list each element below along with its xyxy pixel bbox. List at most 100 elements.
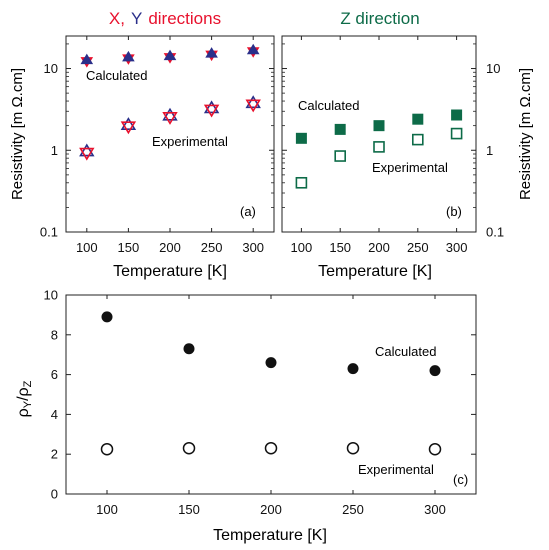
panel-a-ylabel: Resistivity [m Ω.cm] [9, 68, 26, 200]
data-point-a-experimental [79, 143, 95, 161]
data-point-b-experimental [373, 141, 385, 153]
data-point-a-experimental-up [203, 100, 220, 114]
data-point-a-calculated [163, 49, 177, 64]
x-tick-label-b: 150 [329, 240, 351, 255]
panel-a-xlabel: Temperature [K] [113, 263, 227, 280]
data-point-a-calculated [122, 50, 135, 65]
x-tick-label-a: 100 [76, 240, 98, 255]
data-point-a-experimental-down [203, 104, 220, 118]
panel-c-tag: (c) [453, 472, 468, 487]
x-tick-label-c: 100 [96, 502, 118, 517]
data-point-a-calculated-up [246, 43, 260, 55]
data-point-c-experimental [264, 441, 278, 455]
panel-a-tag: (a) [240, 204, 256, 219]
data-point-a-experimental-down [79, 147, 95, 161]
data-point-b-experimental [334, 150, 347, 162]
panel-a-title-x: X, [109, 9, 125, 28]
x-tick-label-c: 200 [260, 502, 282, 517]
y-tick-label-c: 6 [51, 367, 58, 382]
data-point-a-experimental-down [245, 99, 261, 113]
data-point-a-experimental [203, 100, 220, 118]
x-tick-label-b: 300 [446, 240, 468, 255]
data-point-b-calculated [295, 132, 307, 144]
data-point-b-calculated [373, 120, 385, 132]
data-point-b-calculated [451, 109, 463, 121]
data-point-c-calculated [183, 343, 195, 355]
x-tick-label-a: 300 [242, 240, 264, 255]
data-point-c-experimental [346, 441, 360, 455]
data-point-c-calculated [429, 365, 441, 377]
data-point-a-experimental [162, 107, 178, 125]
y-tick-label-b: 10 [486, 61, 500, 76]
data-point-a-experimental-up [120, 117, 137, 130]
panel-b-tag: (b) [446, 204, 462, 219]
panel-a-title-y: Y [131, 9, 142, 28]
y-tick-label-c: 10 [44, 288, 58, 303]
data-point-a-experimental-up [162, 107, 178, 121]
panel-c-experimental-label: Experimental [358, 462, 434, 477]
panel-b: Z direction 100 150 200 250 300 0.1 1 10 Resist… [281, 9, 534, 280]
data-point-a-experimental [245, 95, 261, 113]
panel-c-plot: 100 150 200 250 300 0 2 4 6 8 10 [44, 288, 476, 517]
panel-b-frame [281, 35, 477, 233]
data-point-a-calculated-up [122, 50, 135, 62]
y-tick-label-b: 1 [486, 143, 493, 158]
data-point-a-experimental [120, 117, 137, 135]
panel-a-experimental-label: Experimental [152, 134, 228, 149]
data-point-a-calculated-up [163, 49, 177, 61]
panel-b-title: Z direction [340, 9, 419, 28]
data-point-a-experimental-up [245, 95, 261, 109]
x-tick-label-a: 150 [118, 240, 140, 255]
y-tick-label-c: 4 [51, 407, 58, 422]
data-point-b-calculated [334, 123, 346, 135]
data-point-c-calculated [347, 363, 359, 375]
data-point-c-calculated [101, 311, 113, 323]
y-tick-label-c: 0 [51, 487, 58, 502]
data-point-b-calculated [412, 113, 424, 125]
panel-b-ylabel: Resistivity [m Ω.cm] [517, 68, 534, 200]
y-tick-label-a: 10 [44, 61, 58, 76]
panel-c: 100 150 200 250 300 0 2 4 6 8 10 ρY/ρZ Temperature… [15, 288, 477, 544]
y-tick-label-b: 0.1 [486, 225, 504, 240]
x-tick-label-b: 250 [407, 240, 429, 255]
panel-c-calculated-label: Calculated [375, 344, 436, 359]
panel-a-plot: 100 150 200 250 300 0.1 1 10 [40, 36, 274, 255]
x-tick-label-c: 150 [178, 502, 200, 517]
x-tick-label-a: 250 [201, 240, 223, 255]
data-point-b-experimental [411, 133, 424, 146]
panel-b-plot: 100 150 200 250 300 0.1 1 10 [282, 36, 504, 255]
data-point-a-calculated [80, 53, 94, 68]
data-point-a-calculated [246, 43, 260, 58]
x-tick-label-c: 250 [342, 502, 364, 517]
data-point-c-experimental [182, 441, 196, 455]
data-point-a-calculated [205, 47, 218, 62]
data-point-c-experimental [100, 442, 114, 456]
y-tick-label-a: 1 [51, 143, 58, 158]
data-point-c-experimental [428, 442, 442, 456]
data-point-a-calculated-up [205, 47, 218, 58]
panel-c-xlabel: Temperature [K] [213, 527, 327, 544]
data-point-a-experimental-down [120, 121, 137, 135]
x-tick-label-b: 100 [291, 240, 313, 255]
panel-b-experimental-label: Experimental [372, 160, 448, 175]
y-tick-label-a: 0.1 [40, 225, 58, 240]
panel-b-calculated-label: Calculated [298, 98, 359, 113]
data-point-b-experimental [295, 176, 308, 189]
data-point-c-calculated [265, 357, 277, 369]
y-tick-label-c: 8 [51, 327, 58, 342]
x-tick-label-c: 300 [424, 502, 446, 517]
data-point-a-calculated-up [80, 53, 94, 65]
y-tick-label-c: 2 [51, 447, 58, 462]
x-tick-label-b: 200 [368, 240, 390, 255]
x-tick-label-a: 200 [159, 240, 181, 255]
panel-b-xlabel: Temperature [K] [318, 263, 432, 280]
data-point-a-experimental-down [162, 112, 178, 125]
panel-c-ylabel: ρY/ρZ [15, 380, 34, 417]
data-point-a-experimental-up [79, 143, 95, 157]
panel-a-title-rest: directions [148, 9, 221, 28]
panel-a-calculated-label: Calculated [86, 68, 147, 83]
data-point-b-experimental [450, 127, 463, 140]
